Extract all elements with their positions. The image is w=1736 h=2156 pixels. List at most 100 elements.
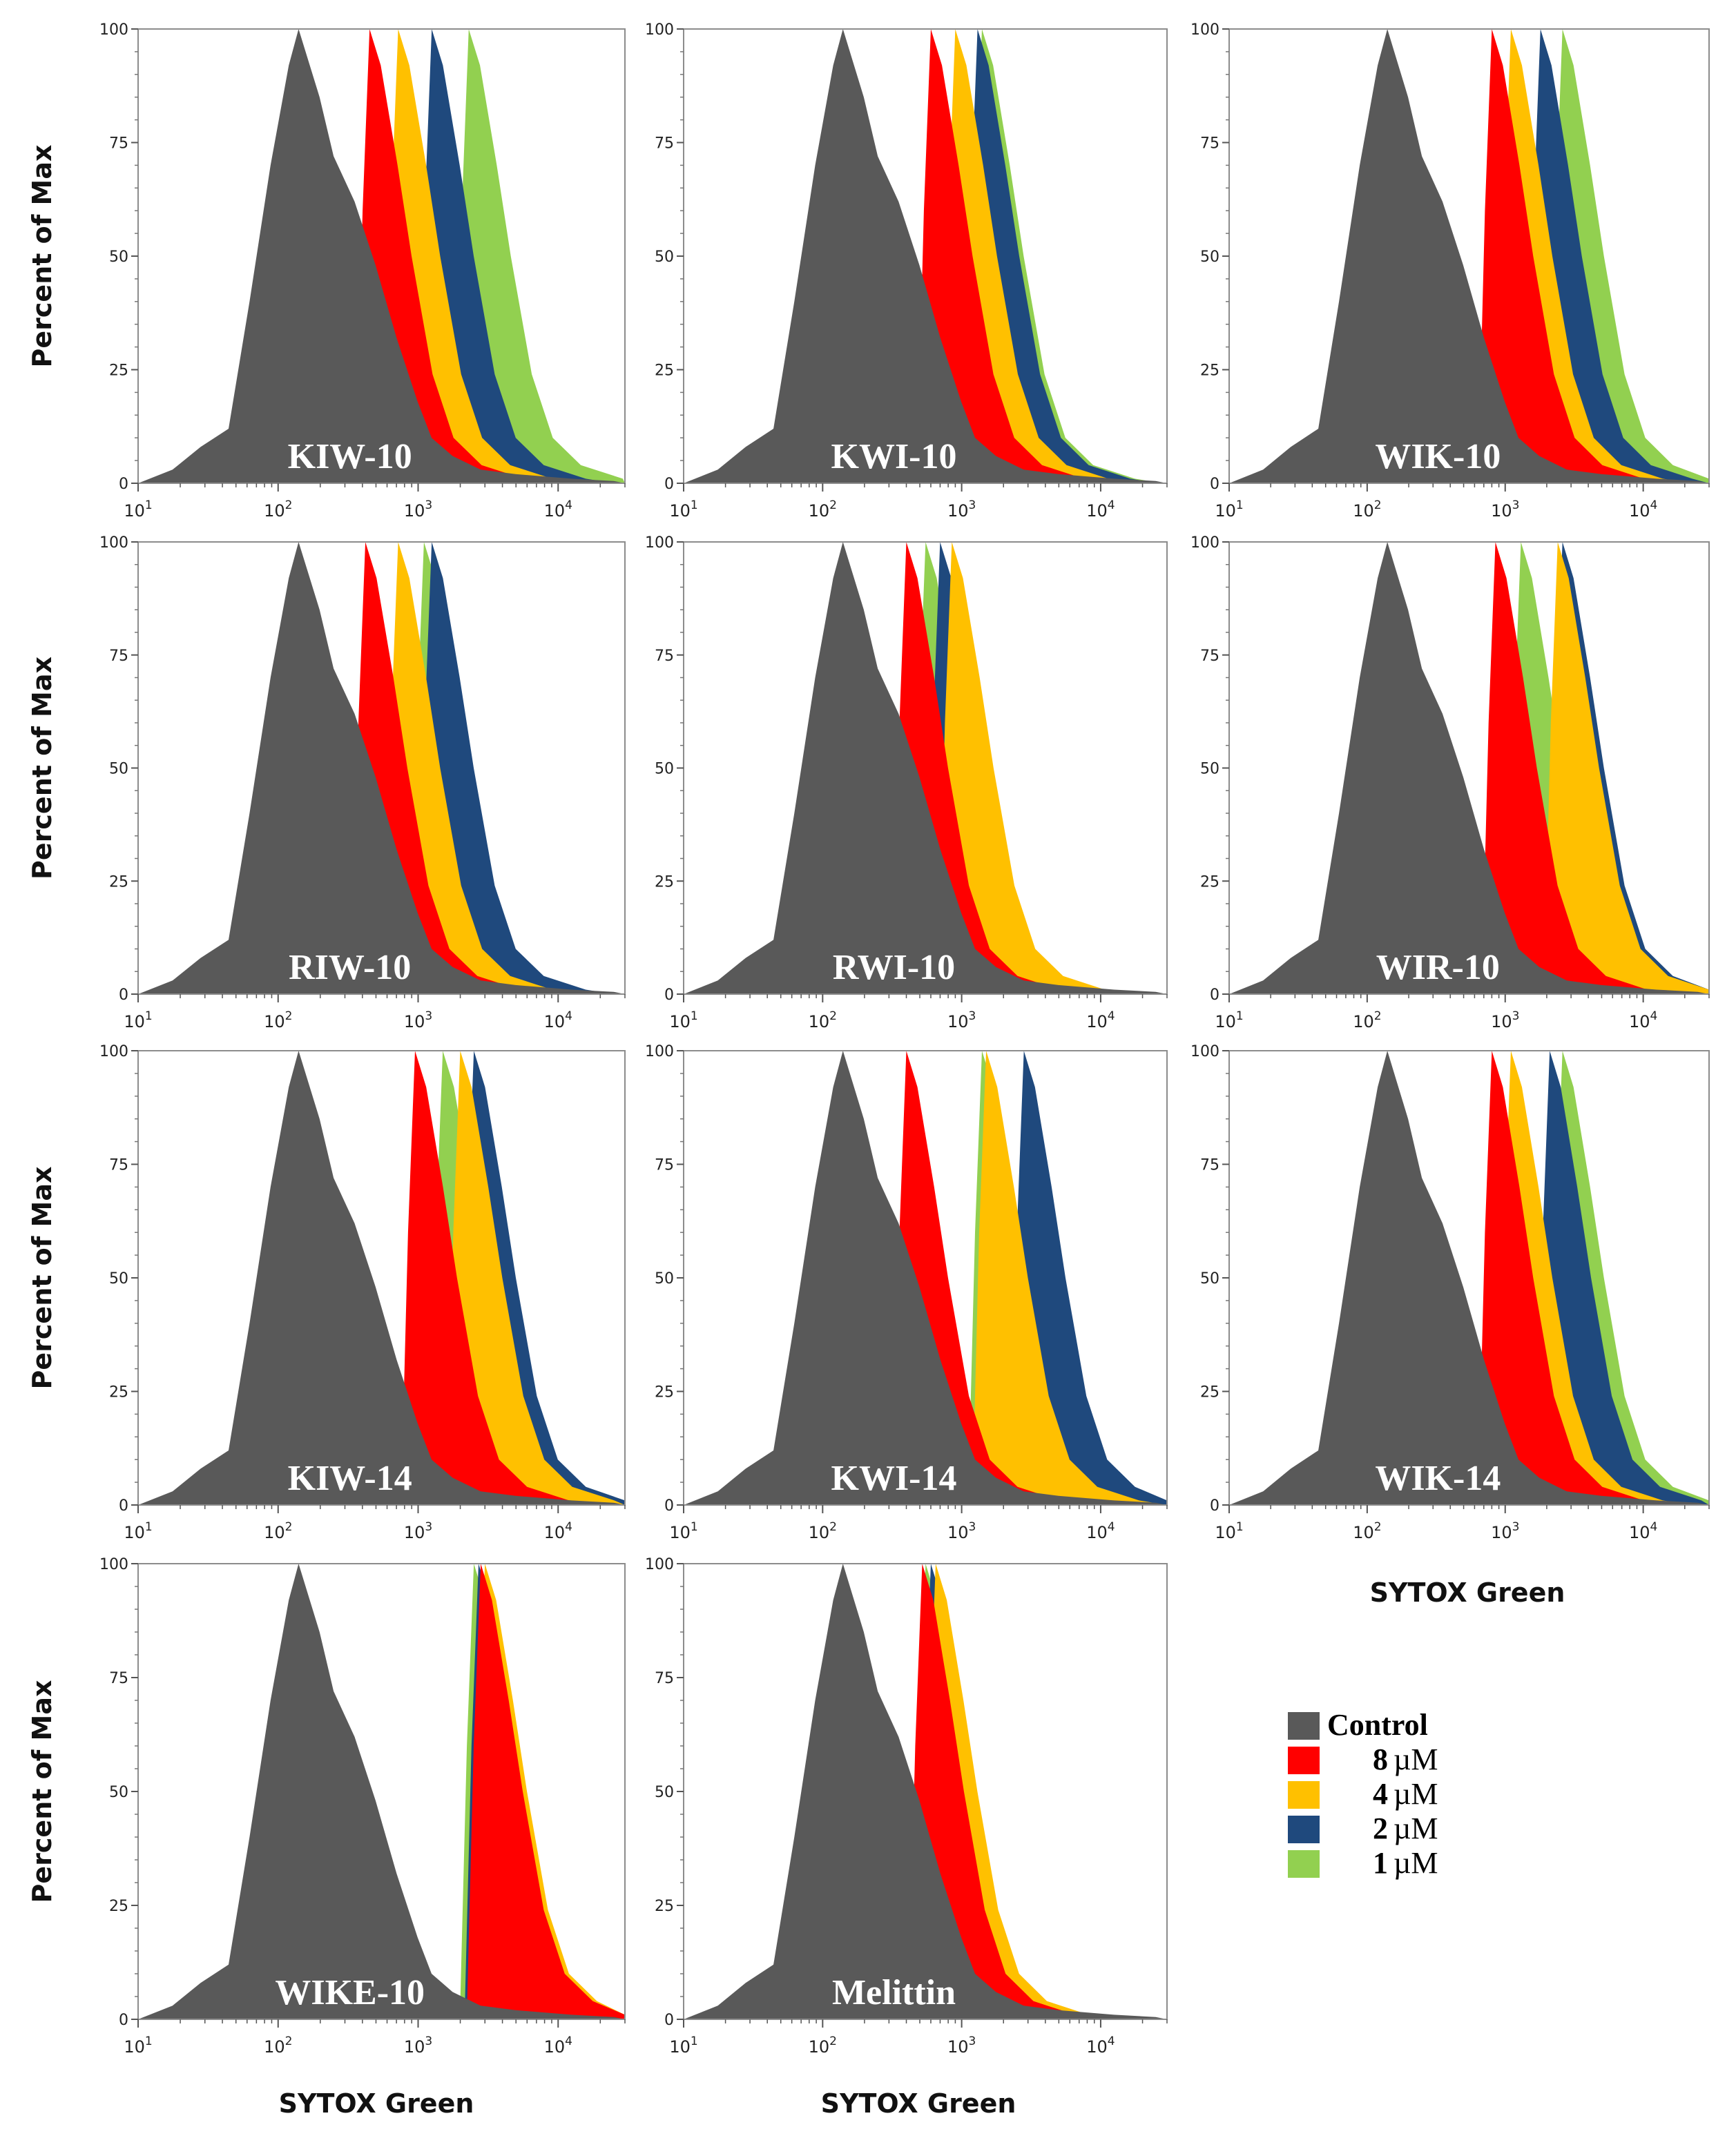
panel-riw-10: 0 25 50 75 100 101 102 103 104 RIW-10 xyxy=(99,534,626,1031)
x-tick-label: 102 xyxy=(1353,1009,1381,1031)
area-kwi-10-8-um xyxy=(916,29,1112,483)
y-tick-label: 0 xyxy=(1210,1497,1219,1515)
area-wik-14-2-um xyxy=(1536,1051,1709,1505)
y-tick-label: 25 xyxy=(109,1898,128,1915)
panel-title: KIW-10 xyxy=(288,437,412,476)
y-tick-label: 0 xyxy=(119,1497,128,1515)
x-tick-label: 104 xyxy=(1086,1009,1115,1031)
panel-wik-14: 0 25 50 75 100 101 102 103 104 WIK-14 xyxy=(1190,1043,1710,1542)
x-tick-label: 101 xyxy=(1215,498,1243,521)
panel-title: KWI-10 xyxy=(831,437,957,476)
x-tick-label: 104 xyxy=(544,1520,572,1542)
y-tick-label: 50 xyxy=(109,1270,128,1288)
area-riw-10-control xyxy=(138,542,625,994)
area-wik-10-2-um xyxy=(1526,29,1709,483)
area-kiw-10-1-um xyxy=(454,29,625,483)
x-tick-label: 101 xyxy=(1215,1009,1243,1031)
panel-kwi-14: 0 25 50 75 100 101 102 103 104 KWI-14 xyxy=(645,1043,1168,1542)
area-wir-10-control xyxy=(1229,542,1709,994)
area-riw-10-4-um xyxy=(384,542,581,994)
y-tick-label: 75 xyxy=(655,1670,674,1687)
x-tick-label: 101 xyxy=(124,2034,152,2057)
y-tick-label: 25 xyxy=(655,1898,674,1915)
y-tick-label: 75 xyxy=(655,648,674,665)
y-tick-label: 100 xyxy=(1190,534,1219,552)
y-tick-label: 0 xyxy=(664,2012,674,2029)
area-wir-10-8-um xyxy=(1481,542,1675,994)
x-tick-label: 103 xyxy=(1491,1520,1519,1542)
legend-number: 8 xyxy=(1373,1742,1388,1776)
panel-title: WIKE-10 xyxy=(275,1973,425,2012)
x-tick-label: 103 xyxy=(404,1009,432,1031)
area-kiw-14-4-um xyxy=(446,1051,625,1505)
x-tick-label: 102 xyxy=(1353,498,1381,521)
y-tick-label: 0 xyxy=(119,2012,128,2029)
panel-title: WIR-10 xyxy=(1376,948,1500,987)
panel-title: KIW-14 xyxy=(288,1459,412,1498)
x-tick-label: 103 xyxy=(947,498,976,521)
y-tick-label: 25 xyxy=(655,873,674,891)
x-tick-label: 102 xyxy=(1353,1520,1381,1542)
y-tick-label: 75 xyxy=(655,1157,674,1174)
y-tick-label: 75 xyxy=(1200,135,1219,153)
panel-melittin: 0 25 50 75 100 101 102 103 104 Melittin xyxy=(645,1556,1168,2057)
legend-number: 2 xyxy=(1373,1812,1388,1845)
panel-title: Melittin xyxy=(832,1973,956,2012)
y-tick-label: 25 xyxy=(109,873,128,891)
y-tick-label: 100 xyxy=(99,21,128,39)
legend-swatch-1-um xyxy=(1288,1850,1320,1878)
x-tick-label: 104 xyxy=(1629,1009,1657,1031)
area-riw-10-2-um xyxy=(417,542,614,994)
y-tick-label: 75 xyxy=(1200,1157,1219,1174)
area-rwi-10-4-um xyxy=(938,542,1133,994)
y-tick-label: 25 xyxy=(1200,873,1219,891)
x-tick-label: 101 xyxy=(124,1009,152,1031)
legend-swatch-4-um xyxy=(1288,1781,1320,1809)
x-tick-label: 104 xyxy=(1086,1520,1115,1542)
x-tick-label: 104 xyxy=(1086,2034,1115,2057)
x-tick-label: 102 xyxy=(809,1520,837,1542)
panel-title: WIK-14 xyxy=(1375,1459,1501,1498)
area-kwi-14-2-um xyxy=(1010,1051,1167,1505)
x-tick-label: 101 xyxy=(124,1520,152,1542)
x-tick-label: 103 xyxy=(404,2034,432,2057)
y-axis-label: Percent of Max xyxy=(27,657,57,880)
x-tick-label: 101 xyxy=(669,498,697,521)
panel-wike-10: 0 25 50 75 100 101 102 103 104 WIKE-10 xyxy=(99,1556,626,2057)
y-tick-label: 25 xyxy=(655,362,674,380)
x-tick-label: 103 xyxy=(947,1520,976,1542)
panel-kiw-10: 0 25 50 75 100 101 102 103 104 KIW-10 xyxy=(99,21,626,521)
y-tick-label: 0 xyxy=(664,476,674,493)
x-tick-label: 103 xyxy=(404,1520,432,1542)
y-tick-label: 25 xyxy=(1200,1384,1219,1401)
x-axis-label: SYTOX Green xyxy=(1370,1577,1565,1608)
legend-swatch-control xyxy=(1288,1712,1320,1740)
x-tick-label: 103 xyxy=(1491,1009,1519,1031)
y-tick-label: 25 xyxy=(655,1384,674,1401)
y-tick-label: 100 xyxy=(99,534,128,552)
panel-title: RWI-10 xyxy=(833,948,955,987)
area-melittin-control xyxy=(684,1564,1167,2019)
y-tick-label: 0 xyxy=(1210,476,1219,493)
legend-swatch-8-um xyxy=(1288,1747,1320,1774)
panel-title: WIK-10 xyxy=(1375,437,1501,476)
x-tick-label: 103 xyxy=(947,1009,976,1031)
x-tick-label: 101 xyxy=(669,2034,697,2057)
panel-kwi-10: 0 25 50 75 100 101 102 103 104 KWI-10 xyxy=(645,21,1168,521)
y-tick-label: 100 xyxy=(99,1043,128,1060)
y-tick-label: 25 xyxy=(1200,362,1219,380)
x-tick-label: 102 xyxy=(264,498,292,521)
area-kwi-14-control xyxy=(684,1051,1167,1505)
x-tick-label: 104 xyxy=(544,498,572,521)
y-tick-label: 50 xyxy=(655,761,674,778)
x-tick-label: 104 xyxy=(1629,498,1657,521)
y-tick-label: 100 xyxy=(645,21,674,39)
y-tick-label: 100 xyxy=(1190,1043,1219,1060)
y-tick-label: 0 xyxy=(664,1497,674,1515)
y-tick-label: 50 xyxy=(109,1784,128,1801)
x-axis-label: SYTOX Green xyxy=(821,2088,1016,2119)
legend-label: µM xyxy=(1393,1812,1438,1845)
legend-label: µM xyxy=(1393,1777,1438,1811)
